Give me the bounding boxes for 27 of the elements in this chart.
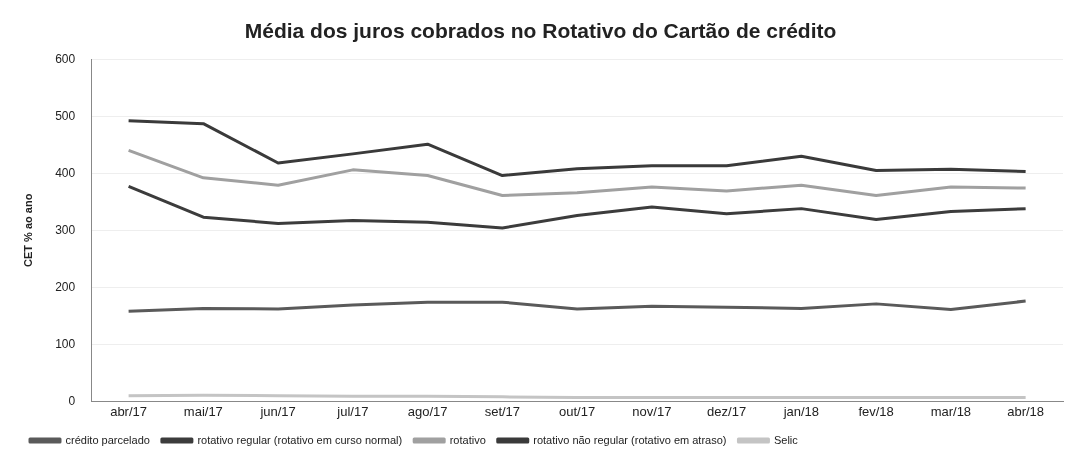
x-tick-label: set/17 [484, 403, 521, 419]
x-tick-label: ago/17 [407, 403, 448, 419]
x-tick-label: nov/17 [632, 403, 672, 419]
x-tick-label: out/17 [559, 403, 596, 419]
y-tick-label: 500 [55, 108, 76, 123]
x-tick-label: fev/18 [858, 403, 894, 419]
x-tick-label: jan/18 [782, 403, 820, 419]
legend-label: rotativo não regular (rotativo em atraso) [533, 433, 727, 446]
legend-label: rotativo [449, 433, 486, 446]
y-tick-label: 400 [55, 165, 76, 180]
x-tick-label: jun/17 [259, 403, 296, 419]
x-tick-label: abr/18 [1007, 403, 1045, 419]
y-tick-label: 600 [55, 51, 76, 66]
y-tick-label: 300 [55, 222, 76, 237]
legend-label: Selic [773, 433, 799, 446]
y-tick-label: 0 [68, 393, 76, 408]
x-tick-label: dez/17 [707, 403, 747, 419]
x-tick-label: abr/17 [110, 403, 148, 419]
x-tick-label: mai/17 [183, 403, 223, 419]
x-tick-label: jul/17 [336, 403, 369, 419]
legend-label: crédito parcelado [65, 433, 150, 446]
y-tick-label: 100 [55, 336, 76, 351]
y-tick-label: 200 [55, 279, 76, 294]
x-tick-label: mar/18 [930, 403, 972, 419]
legend-label: rotativo regular (rotativo em curso normal) [197, 433, 403, 446]
chart-title: Média dos juros cobrados no Rotativo do Cartão de crédito [244, 19, 837, 43]
y-axis-title: CET % ao ano [21, 193, 34, 267]
